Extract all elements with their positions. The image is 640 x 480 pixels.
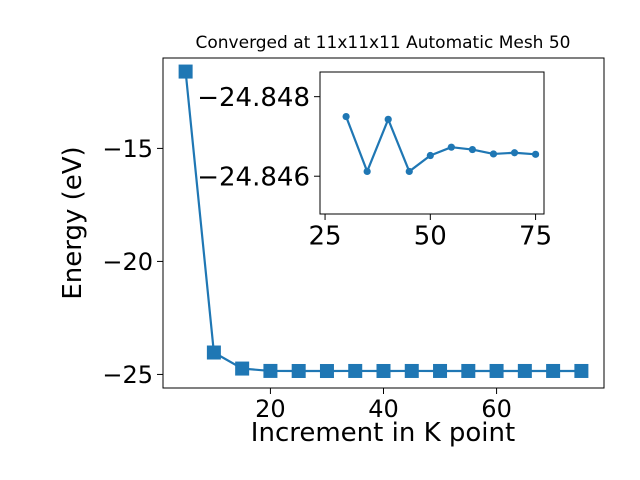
main-x-axis-ticks: 20 40 60 — [255, 388, 512, 423]
inset-data-point — [342, 112, 350, 121]
main-y-tick-label: −20 — [102, 248, 153, 276]
inset-x-tick-label: 25 — [309, 222, 342, 252]
main-data-point — [517, 363, 532, 378]
x-axis-label: Increment in K point — [251, 418, 515, 448]
main-y-tick-label: −25 — [102, 361, 153, 389]
main-data-point — [348, 363, 363, 378]
inset-data-point — [363, 167, 371, 176]
main-data-point — [574, 363, 589, 378]
main-data-point — [461, 363, 476, 378]
main-data-point — [404, 363, 419, 378]
chart-title: Converged at 11x11x11 Automatic Mesh 50 — [196, 33, 571, 53]
inset-data-point — [468, 145, 477, 154]
inset-x-tick-label: 75 — [519, 222, 552, 252]
inset-data-point — [489, 150, 498, 158]
main-data-point — [178, 64, 193, 79]
main-x-tick-label: 20 — [255, 395, 286, 423]
inset-data-point — [447, 143, 455, 151]
inset-data-point — [531, 150, 540, 158]
inset-series-line — [345, 116, 536, 173]
main-data-point — [376, 363, 391, 378]
inset-x-axis-ticks: 25 50 75 — [309, 214, 552, 252]
inset-panel: 25 50 75 −24.848 −24.846 — [197, 71, 552, 252]
inset-x-tick-label: 50 — [414, 222, 447, 252]
main-y-tick-label: −15 — [102, 135, 153, 163]
y-axis-label: Energy (eV) — [58, 146, 88, 299]
main-data-point — [546, 363, 561, 378]
inset-data-point — [405, 167, 413, 176]
inset-data-point — [384, 115, 392, 123]
main-panel: 20 40 60 −15 −20 −25 Converged at 11x11x11 A… — [58, 33, 605, 448]
main-data-point — [206, 345, 221, 360]
main-data-point — [489, 363, 504, 378]
inset-y-tick-label: −24.848 — [197, 83, 310, 113]
main-data-point — [291, 363, 306, 378]
main-y-axis-ticks: −15 −20 −25 — [102, 135, 163, 389]
inset-y-tick-label: −24.846 — [197, 163, 310, 193]
main-series — [178, 64, 589, 379]
inset-y-axis-ticks: −24.848 −24.846 — [197, 83, 320, 193]
inset-data-point — [510, 149, 519, 157]
main-data-point — [235, 361, 250, 376]
inset-series — [342, 112, 540, 176]
inset-data-point — [426, 151, 434, 160]
main-data-point — [263, 363, 278, 378]
inset-background — [320, 72, 544, 214]
main-data-point — [319, 364, 334, 379]
inset-plot-frame — [319, 71, 545, 215]
main-x-tick-label: 40 — [368, 395, 399, 423]
main-data-point — [433, 363, 448, 378]
main-x-tick-label: 60 — [481, 395, 512, 423]
